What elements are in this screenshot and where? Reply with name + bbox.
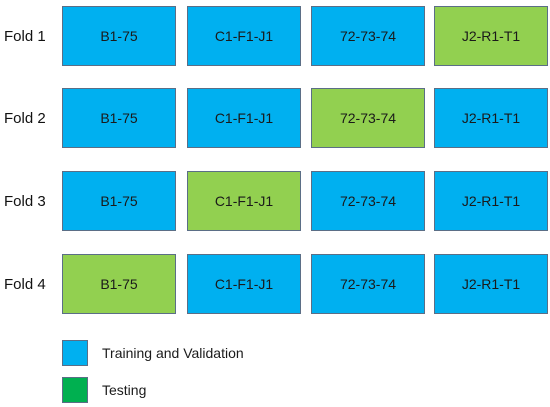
fold-cell: B1-75 (62, 254, 176, 314)
fold-cell: 72-73-74 (311, 6, 425, 66)
legend-swatch-training (62, 340, 88, 366)
fold-cell: B1-75 (62, 171, 176, 231)
legend-item-testing: Testing (62, 377, 362, 403)
legend-item-training: Training and Validation (62, 340, 362, 366)
fold-row-1: Fold 1 B1-75 C1-F1-J1 72-73-74 J2-R1-T1 (0, 6, 550, 68)
fold-label: Fold 3 (4, 193, 46, 210)
fold-row-4: Fold 4 B1-75 C1-F1-J1 72-73-74 J2-R1-T1 (0, 254, 550, 316)
fold-cell: J2-R1-T1 (434, 6, 548, 66)
fold-cell: C1-F1-J1 (187, 171, 301, 231)
legend-label-testing: Testing (102, 382, 147, 398)
fold-cell: 72-73-74 (311, 171, 425, 231)
fold-cell: C1-F1-J1 (187, 88, 301, 148)
legend-swatch-testing (62, 377, 88, 403)
fold-label: Fold 2 (4, 110, 46, 127)
legend-label-training: Training and Validation (102, 345, 244, 361)
fold-label: Fold 4 (4, 276, 46, 293)
fold-cell: J2-R1-T1 (434, 88, 548, 148)
fold-cell: B1-75 (62, 88, 176, 148)
fold-row-2: Fold 2 B1-75 C1-F1-J1 72-73-74 J2-R1-T1 (0, 88, 550, 150)
fold-cell: J2-R1-T1 (434, 254, 548, 314)
fold-cell: J2-R1-T1 (434, 171, 548, 231)
fold-cell: 72-73-74 (311, 254, 425, 314)
fold-cell: 72-73-74 (311, 88, 425, 148)
fold-cell: B1-75 (62, 6, 176, 66)
fold-cell: C1-F1-J1 (187, 254, 301, 314)
fold-label: Fold 1 (4, 28, 46, 45)
fold-row-3: Fold 3 B1-75 C1-F1-J1 72-73-74 J2-R1-T1 (0, 171, 550, 233)
fold-cell: C1-F1-J1 (187, 6, 301, 66)
